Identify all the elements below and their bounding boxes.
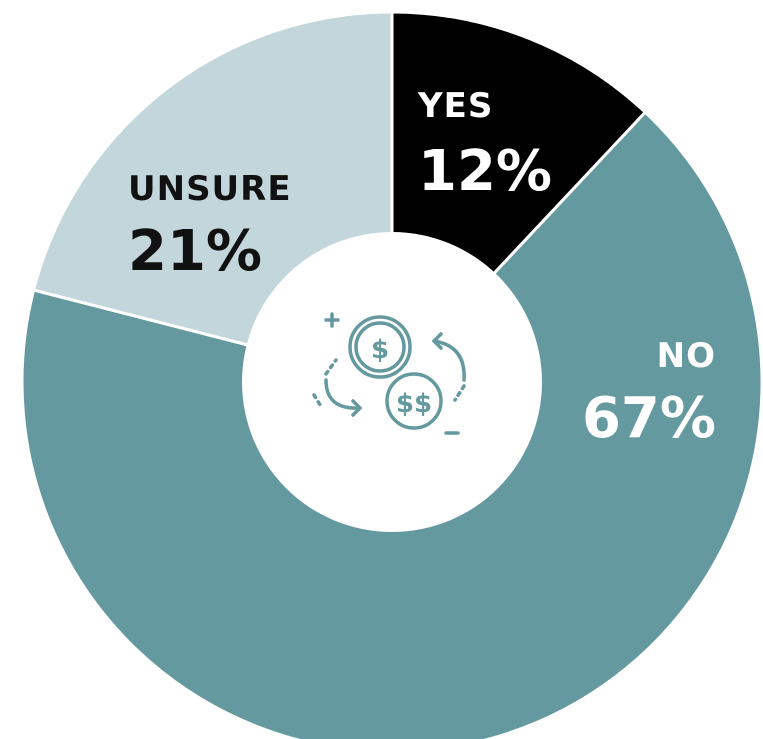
slice-value-unsure: 21% [128, 219, 262, 284]
donut-hole [242, 232, 542, 532]
slice-label-unsure: UNSURE [128, 169, 292, 209]
svg-text:$$: $$ [396, 389, 432, 419]
slice-value-yes: 12% [418, 139, 552, 204]
money-exchange-icon: $$ $ [312, 312, 466, 435]
slice-label-no: NO [657, 336, 716, 376]
slice-labels: YES 12% NO 67% UNSURE 21% [128, 86, 716, 451]
slice-label-yes: YES [417, 86, 493, 126]
svg-text:$: $ [371, 335, 389, 365]
slice-value-no: 67% [582, 386, 716, 451]
